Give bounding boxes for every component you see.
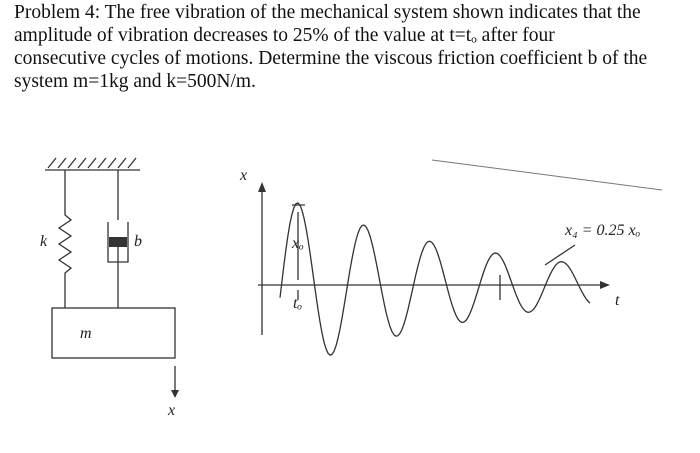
final-amplitude-label: x₄ = 0.25 xₒ [564,222,641,239]
arrow-head [258,182,266,192]
problem-text: amplitude of vibration decreases to 25% … [14,25,555,46]
spring-label: k [40,233,48,250]
y-axis-label: x [239,167,247,184]
decay-curve [279,202,591,356]
problem-text: system m=1kg and k=500N/m. [14,71,256,92]
amplitude-marker [292,204,305,300]
mass-label: m [80,325,92,342]
displacement-label: x [167,402,175,419]
arrow-head [171,390,179,398]
x-axis-label: t [615,292,620,309]
leader-line [499,244,576,300]
mass [51,307,176,359]
mechanical-system: k b m x [40,157,179,419]
response-plot: x t xₒ tₒ x₄ = 0.25 xₒ [239,159,663,356]
hatch [47,157,137,169]
problem-text: Problem 4: The free vibration of the mec… [14,2,641,23]
initial-amplitude-label: xₒ [291,235,304,252]
spring [57,170,73,308]
damper-label: b [134,233,142,250]
arrow-head [600,281,610,289]
problem-text: consecutive cycles of motions. Determine… [14,48,648,69]
scan-line [431,159,663,191]
initial-time-label: tₒ [293,295,302,312]
damper-piston [109,237,127,247]
